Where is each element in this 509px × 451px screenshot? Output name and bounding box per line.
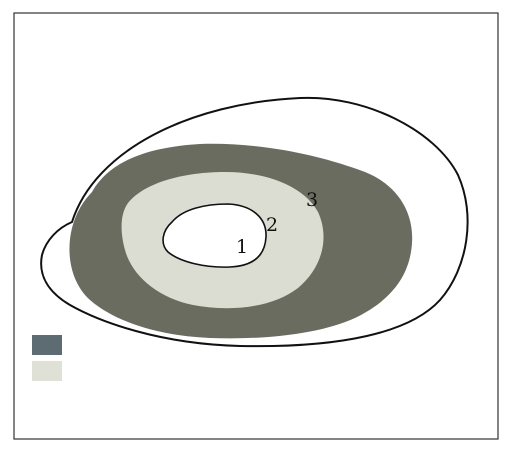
zone-label-3: 3: [306, 189, 318, 211]
zone-label-2: 2: [266, 214, 278, 236]
zone-label-1: 1: [236, 236, 248, 258]
legend-swatch-light: [32, 361, 62, 381]
outer-boundary-outline: [40, 96, 469, 348]
figure-frame: [13, 12, 499, 440]
legend-swatch-dark: [32, 335, 62, 355]
zone-1-region: [162, 203, 267, 268]
